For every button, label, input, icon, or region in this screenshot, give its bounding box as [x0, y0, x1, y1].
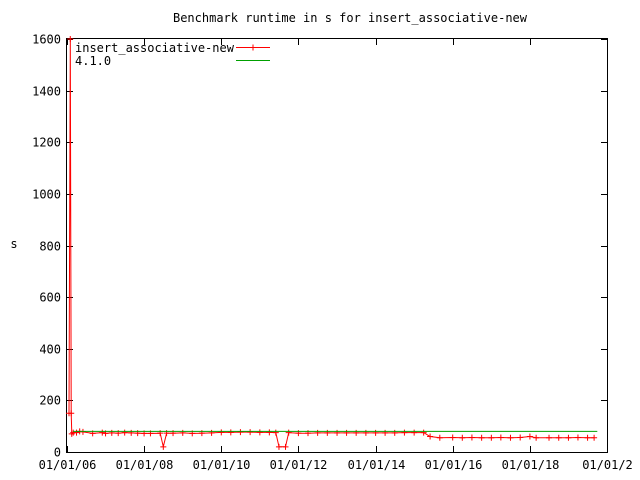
data-point — [449, 434, 456, 441]
legend-label: insert_associative-new — [75, 41, 235, 55]
data-point — [478, 434, 485, 441]
data-point — [334, 429, 341, 436]
data-point — [108, 429, 115, 436]
y-axis: 0 200 400 600 800 1000 1200 1400 1600 — [32, 33, 607, 460]
y-tick-label: 600 — [39, 291, 61, 305]
chart-title: Benchmark runtime in s for insert_associ… — [173, 11, 528, 25]
data-point — [121, 429, 128, 436]
y-tick-label: 1400 — [32, 85, 61, 99]
y-tick-label: 1600 — [32, 33, 61, 47]
data-point — [565, 434, 572, 441]
y-tick-label: 200 — [39, 394, 61, 408]
x-axis: 01/01/06 01/01/08 01/01/10 01/01/12 01/01/14… — [39, 39, 633, 472]
data-point — [533, 434, 540, 441]
x-tick-label: 01/01/16 — [425, 458, 483, 472]
series-0 — [66, 36, 598, 450]
data-point — [372, 429, 379, 436]
x-tick-label: 01/01/06 — [39, 458, 97, 472]
data-point — [362, 429, 369, 436]
data-point — [218, 429, 225, 436]
x-tick-label: 01/01/12 — [270, 458, 328, 472]
data-point — [73, 429, 80, 436]
y-tick-label: 1200 — [32, 136, 61, 150]
data-point — [353, 429, 360, 436]
data-point — [99, 429, 106, 436]
legend-marker — [250, 44, 256, 51]
data-point — [68, 430, 75, 437]
data-point — [68, 410, 75, 417]
data-point — [555, 434, 562, 441]
data-point — [272, 429, 279, 436]
data-point — [459, 434, 466, 441]
data-point — [343, 429, 350, 436]
data-point — [179, 429, 186, 436]
data-point — [227, 429, 234, 436]
series-line — [68, 38, 595, 448]
data-point — [237, 429, 244, 436]
y-tick-label: 0 — [54, 446, 61, 460]
y-tick-label: 1000 — [32, 188, 61, 202]
x-tick-label: 01/01/2 — [582, 458, 633, 472]
series-layer — [66, 36, 598, 450]
data-point — [591, 434, 598, 441]
data-point — [391, 429, 398, 436]
data-point — [517, 434, 524, 441]
data-point — [314, 429, 321, 436]
data-point — [468, 434, 475, 441]
data-point — [574, 434, 581, 441]
plot-frame — [66, 38, 608, 453]
data-point — [208, 429, 215, 436]
y-tick-label: 400 — [39, 343, 61, 357]
data-point — [275, 443, 282, 450]
x-tick-label: 01/01/08 — [116, 458, 174, 472]
data-point — [427, 433, 434, 440]
data-point — [282, 443, 289, 450]
data-point — [584, 434, 591, 441]
data-point — [160, 443, 167, 450]
data-point — [401, 429, 408, 436]
y-tick-label: 800 — [39, 240, 61, 254]
data-point — [420, 429, 427, 436]
data-point — [526, 433, 533, 440]
data-point — [67, 36, 74, 42]
data-point — [507, 434, 514, 441]
data-point — [488, 434, 495, 441]
legend-label: 4.1.0 — [75, 54, 111, 68]
data-point — [128, 429, 135, 436]
data-point — [411, 429, 418, 436]
data-point — [382, 429, 389, 436]
data-point — [247, 429, 254, 436]
x-tick-label: 01/01/10 — [193, 458, 251, 472]
data-point — [436, 434, 443, 441]
data-point — [324, 429, 331, 436]
x-tick-label: 01/01/14 — [348, 458, 406, 472]
data-point — [256, 429, 263, 436]
x-tick-label: 01/01/18 — [502, 458, 560, 472]
data-point — [546, 434, 553, 441]
data-point — [497, 434, 504, 441]
y-axis-label: s — [10, 237, 17, 251]
data-point — [266, 429, 273, 436]
data-point — [285, 429, 292, 436]
